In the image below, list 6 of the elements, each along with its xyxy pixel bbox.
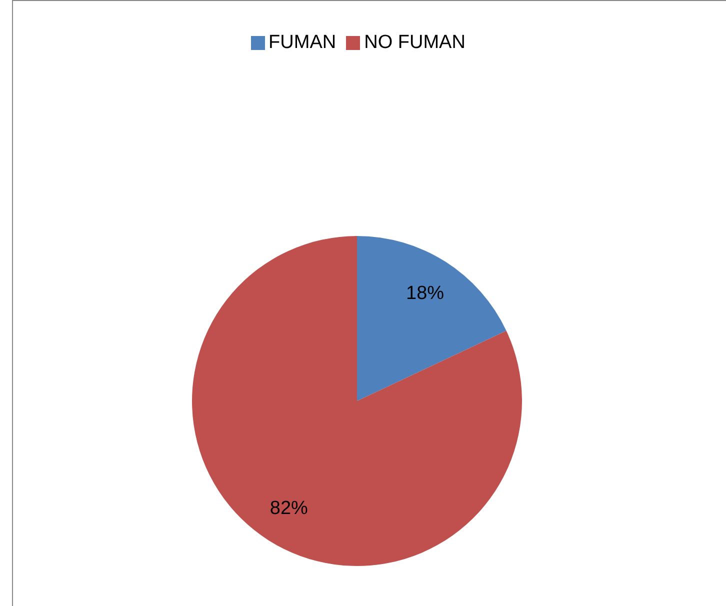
pie-slice <box>357 236 506 401</box>
data-label: 82% <box>270 498 308 519</box>
pie-slice <box>192 236 522 566</box>
legend-label: FUMAN <box>268 32 336 53</box>
data-label: 18% <box>406 283 444 304</box>
legend-label: NO FUMAN <box>364 32 466 53</box>
